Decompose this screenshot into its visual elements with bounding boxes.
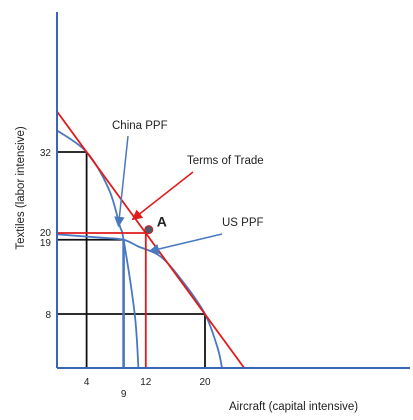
x-tick-label: 12 — [140, 377, 152, 388]
terms-of-trade-line — [56, 110, 245, 369]
y-tick-label: 19 — [40, 238, 52, 249]
x-tick-label: 9 — [121, 389, 127, 400]
y-tick-label: 32 — [40, 148, 52, 159]
x-axis-label: Aircraft (capital intensive) — [229, 401, 358, 413]
us-ppf-label: US PPF — [222, 217, 264, 229]
us-ppf-arrow — [148, 233, 223, 255]
terms-of-trade-label: Terms of Trade — [187, 155, 264, 167]
x-tick-label: 20 — [199, 377, 211, 388]
axes — [56, 12, 410, 369]
us-ppf-curve — [56, 233, 223, 369]
y-axis-label: Textiles (labor intensive) — [15, 126, 27, 250]
china-ppf-label: China PPF — [112, 120, 168, 132]
terms-of-trade-arrow — [131, 171, 194, 221]
terms-of-trade-layer — [56, 110, 245, 369]
trade-point-marker — [144, 225, 154, 235]
china-ppf-arrow — [114, 135, 129, 228]
point-a-label: A — [157, 214, 167, 230]
annotations: A China PPF Terms of Trade US PPF — [112, 120, 264, 255]
y-tick-label: 20 — [40, 228, 52, 239]
y-tick-label: 8 — [45, 310, 51, 321]
x-tick-label: 4 — [84, 377, 90, 388]
guide-lines — [57, 151, 206, 368]
